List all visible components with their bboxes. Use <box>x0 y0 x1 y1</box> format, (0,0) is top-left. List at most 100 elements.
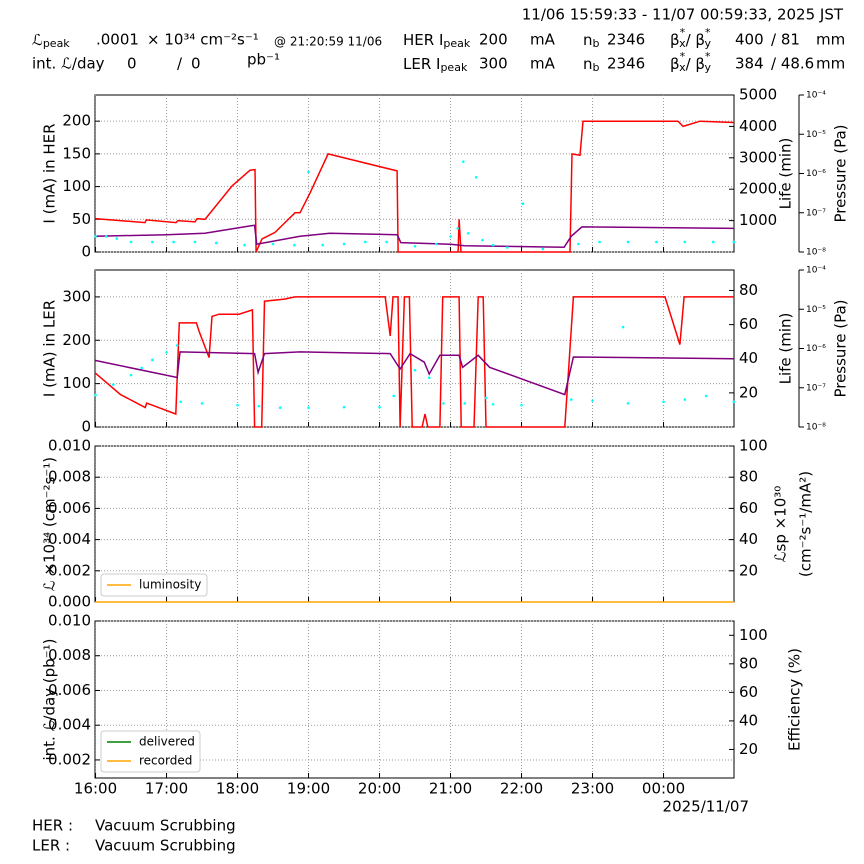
n: n <box>583 31 593 49</box>
pressure-point <box>129 373 133 377</box>
plot-frame <box>94 94 735 253</box>
beta-part: / β <box>686 31 705 49</box>
pressure-point <box>214 241 218 245</box>
legend-label: delivered <box>139 735 195 749</box>
pressure-point <box>683 398 687 401</box>
pressure-point <box>732 240 736 244</box>
beta-part: y <box>705 61 712 74</box>
y2-axis-label: Efficiency (%) <box>786 648 804 751</box>
pressure-point <box>442 402 445 405</box>
y-tick-label: 100 <box>62 374 91 392</box>
pressure-point <box>307 170 310 174</box>
pressure-point <box>449 235 452 238</box>
pressure-point <box>662 400 665 404</box>
pressure-point <box>577 242 580 246</box>
pressure-point <box>427 376 431 380</box>
pressure-point <box>569 398 573 401</box>
nb-value: 2346 <box>607 31 645 49</box>
x-tick-label: 20:00 <box>358 780 401 798</box>
pressure-point <box>598 240 601 244</box>
pressure-point <box>94 235 97 238</box>
x-tick-label: 19:00 <box>287 780 330 798</box>
y-tick-label: 0.000 <box>48 593 91 611</box>
beta-y: / 81 <box>771 31 800 49</box>
beta-label: β* x/ β* y <box>670 26 712 50</box>
pressure-point <box>463 402 467 405</box>
ring-status: Vacuum Scrubbing <box>95 817 236 835</box>
pressure-point <box>104 235 108 238</box>
pressure-point <box>591 399 594 402</box>
pressure-point <box>655 240 658 244</box>
y2-tick-label: 60 <box>739 499 758 517</box>
lum-peak-time: @ 21:20:59 11/06 <box>274 35 382 49</box>
time-range: 11/06 15:59:33 - 11/07 00:59:33, 2025 JS… <box>522 6 844 24</box>
y-tick-label: 150 <box>62 144 91 162</box>
y-axis-label: I (mA) in LER <box>41 300 59 397</box>
y2-tick-label: 40 <box>739 349 758 367</box>
pressure-point <box>179 400 183 404</box>
x-tick-label: 00:00 <box>642 780 685 798</box>
pressure-point <box>385 240 388 244</box>
legend-box <box>100 573 208 597</box>
y3-tick-label: 10⁻⁵ <box>806 305 826 315</box>
y2-tick-label: 1000 <box>739 211 777 229</box>
pressure-point <box>506 246 509 249</box>
beta-part: β <box>670 55 680 73</box>
y-tick-label: 0 <box>81 243 91 261</box>
pressure-point <box>200 402 204 405</box>
pressure-point <box>462 160 465 163</box>
nb-value: 2346 <box>607 55 645 73</box>
y-tick-label: 0.002 <box>48 561 91 579</box>
lum-peak-value: .0001 <box>96 31 139 49</box>
y-tick-label: 100 <box>62 177 91 195</box>
y3-tick-label: 10⁻⁵ <box>806 130 826 140</box>
ring-name: HER : <box>32 817 73 835</box>
y2-axis-label: Life (min) <box>777 313 795 385</box>
sub: peak <box>43 37 70 50</box>
ring-info: HER Ipeak 200 mA nb 2346 β* x/ β* y 400/ 81 mmLER… <box>403 26 845 74</box>
y-tick-label: 200 <box>62 331 91 349</box>
y2-tick-label: 40 <box>739 711 758 729</box>
beta-part: x <box>679 61 686 74</box>
pressure-point <box>151 240 154 244</box>
series-line <box>94 224 735 249</box>
beta-part: x <box>679 37 686 50</box>
y3-tick-label: 10⁻⁷ <box>806 383 826 393</box>
pressure-point <box>151 358 154 362</box>
y-tick-label: 50 <box>72 210 91 228</box>
x-tick-label: 18:00 <box>216 780 259 798</box>
ring-name: LER : <box>32 837 70 855</box>
y-tick-label: 0.004 <box>48 530 91 548</box>
y2-axis-label: (cm⁻²s⁻¹/mA²) <box>797 471 815 577</box>
peak-current: 200 <box>479 31 508 49</box>
sub: b <box>593 61 600 74</box>
pressure-point <box>94 393 97 397</box>
y-axis-label: I (mA) in HER <box>41 123 59 223</box>
y3-tick-label: 10⁻⁴ <box>806 91 826 101</box>
beta-unit: mm <box>816 31 845 49</box>
pressure-point <box>481 238 484 242</box>
pressure-point <box>392 394 396 398</box>
y3-tick-label: 10⁻⁴ <box>806 266 826 276</box>
pressure-point <box>520 403 523 407</box>
int-sep: / <box>177 55 183 73</box>
y2-axis-label: Life (min) <box>777 138 795 210</box>
pressure-point <box>257 404 261 408</box>
sub: peak <box>443 37 470 50</box>
y-tick-label: 300 <box>62 287 91 305</box>
y-axis-label: ℒ ×10³⁴ (cm⁻²s⁻¹) <box>41 457 59 591</box>
y2-tick-label: 20 <box>739 383 758 401</box>
beta-y: / 48.6 <box>771 55 814 73</box>
int-delivered: 0 <box>127 55 137 73</box>
pressure-point <box>271 242 275 246</box>
y-tick-label: 0 <box>81 418 91 436</box>
nb-label: nb <box>583 31 600 51</box>
int-unit: pb⁻¹ <box>247 51 280 69</box>
y2-tick-label: 20 <box>739 740 758 758</box>
y-tick-label: 0.008 <box>48 646 91 664</box>
beta-part: * <box>705 50 711 63</box>
pressure-point <box>474 176 478 179</box>
plot-frame <box>94 620 735 779</box>
